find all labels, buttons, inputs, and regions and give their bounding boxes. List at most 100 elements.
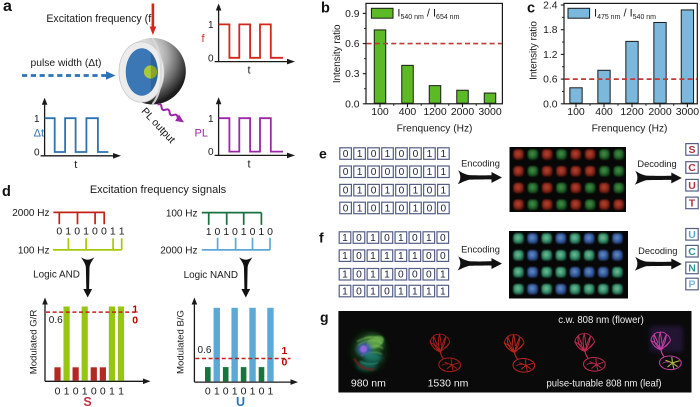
svg-text:2000: 2000 [648,106,672,118]
svg-text:0.6: 0.6 [345,39,360,50]
svg-text:1: 1 [384,251,390,262]
svg-text:0: 0 [343,186,349,197]
svg-text:1: 1 [223,226,229,238]
svg-text:0.6: 0.6 [198,345,212,356]
svg-text:PL output: PL output [139,106,177,146]
svg-text:Decoding: Decoding [638,246,677,256]
svg-text:1: 1 [118,385,124,397]
svg-text:100 Hz: 100 Hz [18,246,50,257]
svg-text:0: 0 [343,167,349,178]
svg-text:0: 0 [384,233,390,244]
svg-text:1: 1 [268,385,274,397]
svg-text:1: 1 [82,385,88,397]
svg-text:1: 1 [370,286,376,297]
svg-text:0: 0 [371,186,377,197]
svg-text:0: 0 [356,270,362,281]
svg-text:100: 100 [371,106,389,118]
svg-text:0: 0 [343,149,349,160]
svg-text:100: 100 [567,106,585,118]
svg-text:1: 1 [441,167,447,178]
svg-text:3000: 3000 [478,106,502,118]
svg-text:1530 nm: 1530 nm [428,378,469,390]
svg-text:f: f [201,33,205,45]
svg-text:1: 1 [384,270,390,281]
svg-text:0: 0 [215,226,221,238]
svg-text:Modulated G/R: Modulated G/R [29,310,40,375]
svg-text:1: 1 [110,225,116,237]
svg-text:0: 0 [412,233,418,244]
svg-text:0: 0 [413,149,419,160]
svg-text:f: f [319,230,324,246]
svg-text:3000: 3000 [676,106,700,118]
svg-text:PL: PL [195,128,208,140]
svg-text:t: t [74,159,77,171]
svg-text:1: 1 [441,186,447,197]
svg-text:0: 0 [281,357,287,369]
svg-text:1: 1 [342,233,348,244]
svg-text:U: U [688,229,696,241]
svg-text:C: C [688,246,696,258]
svg-text:1: 1 [64,385,70,397]
svg-text:0: 0 [55,385,61,397]
svg-text:1: 1 [342,270,348,281]
svg-text:0.0: 0.0 [345,99,360,110]
svg-text:0: 0 [208,53,214,64]
svg-text:1: 1 [65,225,71,237]
svg-text:1: 1 [258,226,264,238]
svg-text:1: 1 [208,20,214,31]
svg-text:0: 0 [441,203,447,214]
svg-text:1200: 1200 [620,106,644,118]
svg-text:0: 0 [427,203,433,214]
svg-text:I540 nm / I654 nm: I540 nm / I654 nm [397,8,459,21]
svg-text:0: 0 [91,385,97,397]
svg-text:1: 1 [370,233,376,244]
svg-text:0: 0 [259,385,265,397]
svg-text:1: 1 [398,286,404,297]
svg-text:1: 1 [385,203,391,214]
svg-text:0: 0 [205,385,211,397]
svg-text:Excitation frequency signals: Excitation frequency signals [90,184,227,196]
svg-text:0: 0 [92,225,98,237]
svg-text:Encoding: Encoding [461,158,500,168]
svg-text:0: 0 [34,148,40,159]
svg-text:1: 1 [357,186,363,197]
svg-text:0: 0 [132,315,138,327]
svg-text:0.9: 0.9 [345,9,360,20]
svg-text:0: 0 [56,225,62,237]
svg-text:1: 1 [412,251,418,262]
svg-text:1: 1 [370,270,376,281]
svg-text:0: 0 [73,385,79,397]
svg-text:Frenquency (Hz): Frenquency (Hz) [397,124,473,135]
svg-text:1.8: 1.8 [543,25,558,36]
svg-text:1: 1 [357,149,363,160]
svg-text:t: t [247,158,250,170]
svg-text:1: 1 [412,286,418,297]
svg-text:0: 0 [223,385,229,397]
svg-text:0: 0 [398,270,404,281]
svg-text:2000: 2000 [451,106,475,118]
svg-text:0: 0 [440,251,446,262]
svg-text:0: 0 [412,270,418,281]
svg-text:Intensity ratio: Intensity ratio [332,24,343,83]
svg-text:2000 Hz: 2000 Hz [160,246,197,257]
svg-text:0: 0 [399,149,405,160]
svg-text:400: 400 [595,106,613,118]
svg-text:C: C [688,162,696,174]
svg-text:Intensity ratio: Intensity ratio [529,21,540,80]
svg-text:1: 1 [109,385,115,397]
svg-text:N: N [688,263,696,275]
svg-text:T: T [689,198,696,210]
svg-text:0.6: 0.6 [49,315,63,326]
svg-text:1.2: 1.2 [543,50,558,61]
svg-text:0: 0 [100,385,106,397]
svg-text:0: 0 [426,251,432,262]
svg-text:0: 0 [371,149,377,160]
svg-text:U: U [236,395,245,407]
svg-text:c: c [527,1,535,17]
svg-text:1: 1 [241,226,247,238]
svg-text:0: 0 [101,225,107,237]
svg-text:0: 0 [267,226,273,238]
svg-text:0: 0 [413,167,419,178]
svg-text:0: 0 [356,233,362,244]
svg-text:0: 0 [385,167,391,178]
